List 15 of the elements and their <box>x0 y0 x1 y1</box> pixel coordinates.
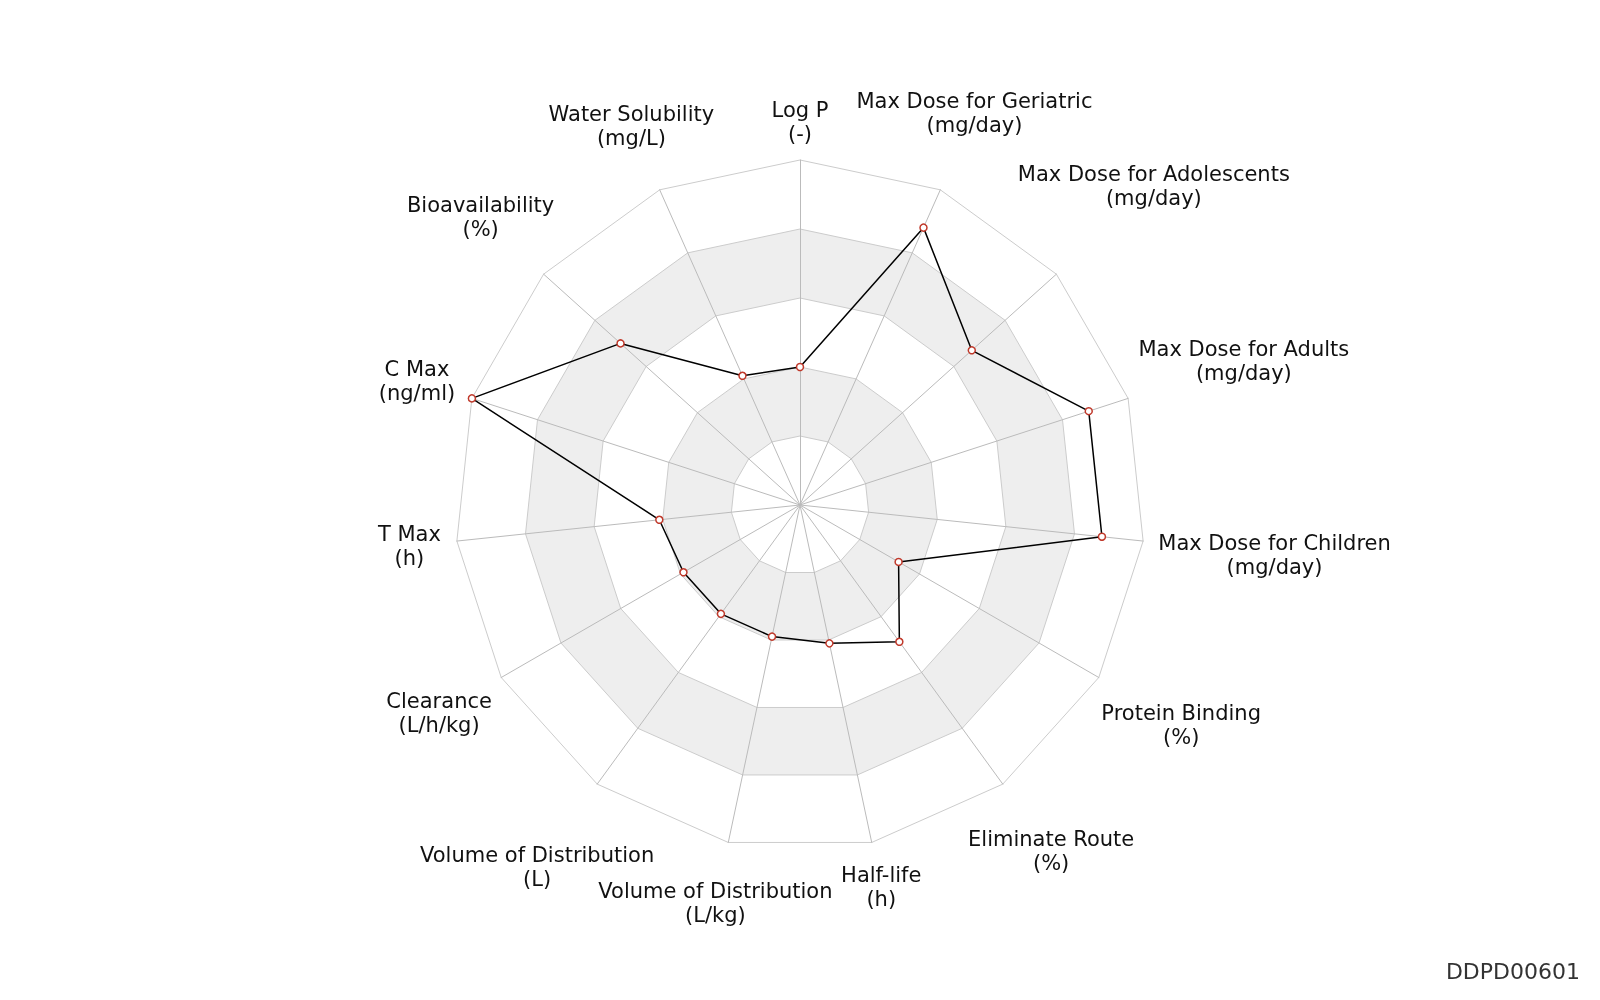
spoke-label: T Max (h) <box>376 522 441 571</box>
spoke-label: Water Solubility (mg/L) <box>548 102 715 151</box>
spoke-label: Max Dose for Adults (mg/day) <box>1138 336 1350 385</box>
spoke-label: Bioavailability (%) <box>406 193 555 242</box>
spoke-label: Log P (-) <box>771 98 829 146</box>
spoke-label: Eliminate Route (%) <box>968 826 1135 875</box>
spoke-label: Max Dose for Children (mg/day) <box>1158 530 1391 579</box>
spoke-label: Volume of Distribution (L/kg) <box>598 878 833 927</box>
spoke-label: Clearance (L/h/kg) <box>386 689 492 738</box>
spoke-label: Max Dose for Adolescents (mg/day) <box>1017 162 1290 211</box>
spoke-label: Protein Binding (%) <box>1101 701 1261 750</box>
spoke-label: Max Dose for Geriatric (mg/day) <box>856 89 1093 138</box>
spoke-label: C Max (ng/ml) <box>378 356 456 405</box>
spoke-label: Half-life (h) <box>841 863 922 912</box>
text: DDPD00601 <box>1445 958 1580 984</box>
